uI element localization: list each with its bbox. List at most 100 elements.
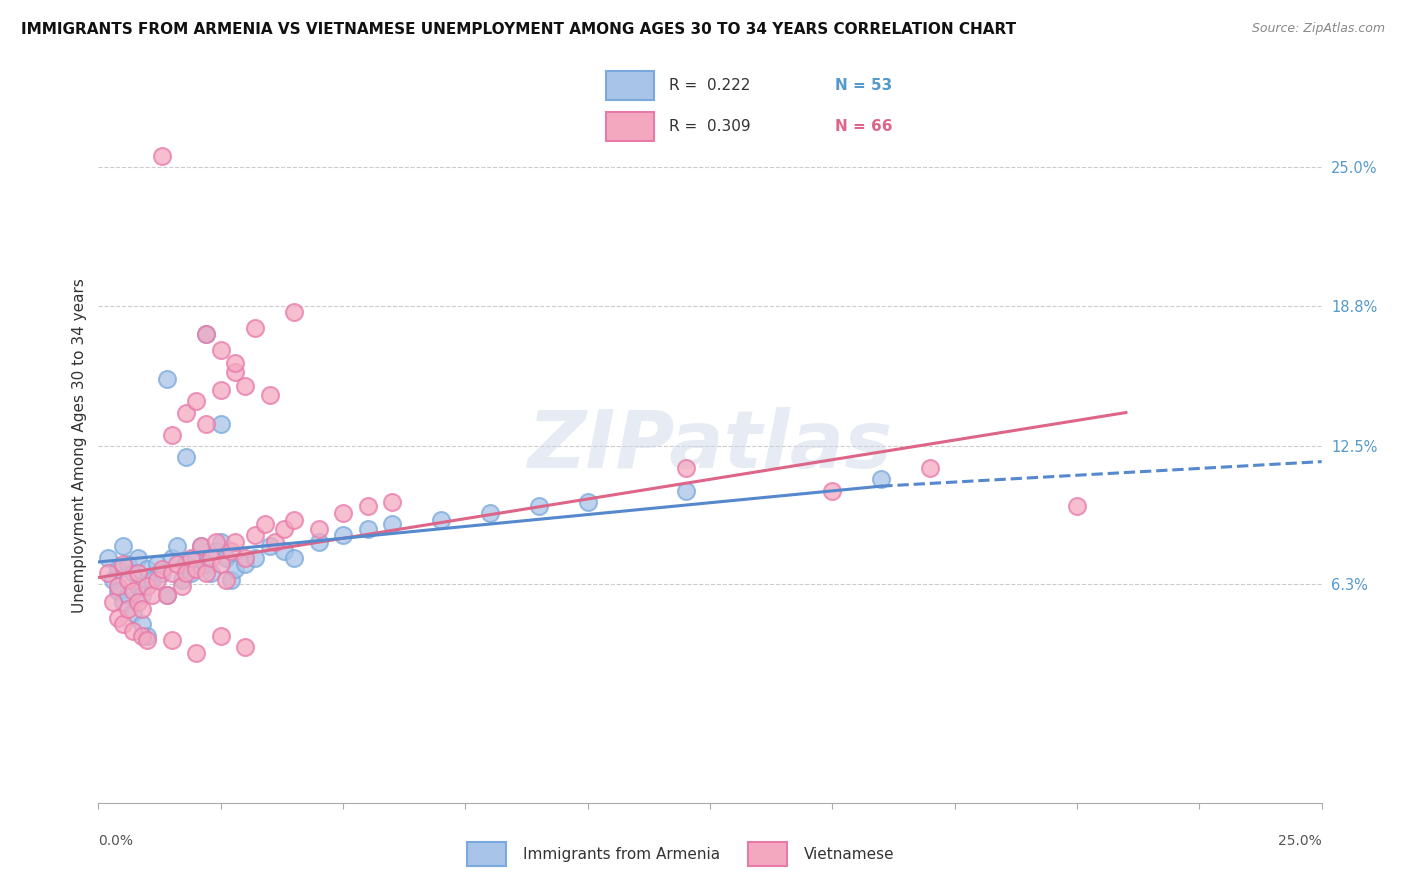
Point [675, 461, 697, 475]
Point [176, 405, 198, 419]
Point [150, 562, 173, 576]
Point [224, 356, 246, 370]
Point [180, 566, 202, 580]
Point [381, 494, 404, 508]
Point [209, 343, 232, 357]
Point [156, 589, 179, 603]
Text: IMMIGRANTS FROM ARMENIA VS VIETNAMESE UNEMPLOYMENT AMONG AGES 30 TO 34 YEARS COR: IMMIGRANTS FROM ARMENIA VS VIETNAMESE UN… [21, 22, 1017, 37]
Point [478, 506, 501, 520]
FancyBboxPatch shape [748, 842, 787, 866]
Point [150, 149, 173, 163]
Point [111, 539, 134, 553]
Point [111, 595, 134, 609]
Point [176, 557, 198, 571]
Point [190, 539, 212, 553]
Text: 0.0%: 0.0% [98, 834, 134, 848]
Point [219, 573, 242, 587]
Point [141, 573, 163, 587]
Point [121, 566, 143, 580]
Point [233, 378, 256, 392]
Point [381, 516, 404, 531]
Point [195, 327, 218, 342]
Point [205, 543, 228, 558]
Point [97, 566, 120, 580]
Point [1066, 499, 1088, 513]
Point [127, 595, 149, 609]
Point [253, 516, 276, 531]
Point [209, 383, 232, 397]
Text: 25.0%: 25.0% [1278, 834, 1322, 848]
Point [273, 543, 295, 558]
Point [166, 539, 188, 553]
Text: N = 66: N = 66 [835, 120, 891, 134]
Point [430, 512, 453, 526]
Point [117, 601, 139, 615]
Point [111, 617, 134, 632]
Point [107, 583, 129, 598]
Point [283, 305, 305, 319]
FancyBboxPatch shape [606, 112, 654, 141]
Point [107, 562, 129, 576]
Point [675, 483, 697, 498]
Text: Immigrants from Armenia: Immigrants from Armenia [523, 847, 720, 862]
Point [224, 534, 246, 549]
Point [243, 320, 266, 334]
FancyBboxPatch shape [467, 842, 506, 866]
Point [156, 589, 179, 603]
Point [283, 512, 305, 526]
Point [121, 624, 143, 638]
Point [259, 387, 281, 401]
Point [101, 595, 124, 609]
Point [141, 589, 163, 603]
Text: R =  0.309: R = 0.309 [669, 120, 751, 134]
Point [160, 566, 183, 580]
Point [146, 573, 169, 587]
Point [870, 472, 893, 486]
Point [136, 562, 159, 576]
Point [107, 580, 129, 594]
Point [186, 646, 208, 660]
Point [101, 573, 124, 587]
Point [283, 550, 305, 565]
Point [131, 628, 153, 642]
Point [195, 566, 218, 580]
Text: R =  0.222: R = 0.222 [669, 78, 751, 93]
Point [273, 521, 295, 535]
Text: Source: ZipAtlas.com: Source: ZipAtlas.com [1251, 22, 1385, 36]
Point [121, 583, 143, 598]
Point [209, 557, 232, 571]
Point [176, 566, 198, 580]
Point [186, 394, 208, 409]
Point [308, 521, 330, 535]
Point [356, 521, 378, 535]
Point [176, 450, 198, 464]
Point [356, 499, 378, 513]
Point [200, 566, 222, 580]
Point [156, 372, 179, 386]
Point [186, 550, 208, 565]
Point [186, 562, 208, 576]
Point [97, 550, 120, 565]
Point [160, 633, 183, 648]
Point [233, 550, 256, 565]
Point [160, 550, 183, 565]
Point [205, 534, 228, 549]
Point [170, 573, 193, 587]
Point [259, 539, 281, 553]
Point [146, 557, 169, 571]
Point [527, 499, 550, 513]
Point [166, 557, 188, 571]
Point [233, 640, 256, 654]
FancyBboxPatch shape [606, 71, 654, 100]
Point [195, 557, 218, 571]
Point [214, 573, 236, 587]
Point [127, 566, 149, 580]
Point [576, 494, 599, 508]
Y-axis label: Unemployment Among Ages 30 to 34 years: Unemployment Among Ages 30 to 34 years [72, 278, 87, 614]
Point [243, 528, 266, 542]
Point [127, 580, 149, 594]
Point [107, 610, 129, 624]
Text: Vietnamese: Vietnamese [804, 847, 894, 862]
Point [121, 607, 143, 621]
Point [150, 566, 173, 580]
